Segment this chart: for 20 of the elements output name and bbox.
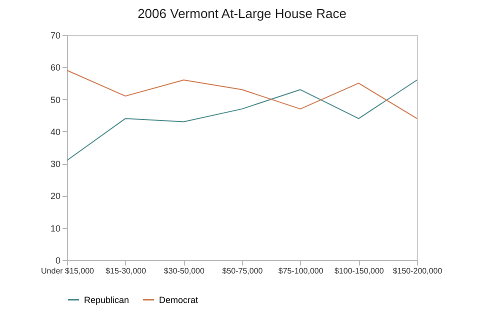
x-tick-label: Under $15,000 <box>41 266 95 276</box>
y-tick-label: 20 <box>50 191 60 202</box>
legend-label: Democrat <box>159 294 199 305</box>
y-tick-label: 60 <box>50 62 60 73</box>
line-series <box>66 80 418 161</box>
x-tick-label: $75-100,000 <box>278 266 324 276</box>
x-tick-label: $15-30,000 <box>106 266 147 276</box>
x-tick-label: $100-150,000 <box>334 266 384 276</box>
legend-label: Republican <box>84 294 130 305</box>
y-tick-label: 40 <box>50 126 60 137</box>
y-tick-label: 70 <box>50 30 60 40</box>
line-series <box>66 70 418 120</box>
y-tick-label: 10 <box>50 223 60 234</box>
x-tick-label: $30-50,000 <box>164 266 205 276</box>
x-tick-label: $50-75,000 <box>222 266 264 276</box>
y-tick-label: 50 <box>50 94 60 105</box>
x-tick-label: $150-200,000 <box>392 266 443 276</box>
chart-title: 2006 Vermont At-Large House Race <box>138 6 346 21</box>
y-tick-label: 0 <box>55 256 60 266</box>
y-tick-label: 30 <box>50 159 60 170</box>
